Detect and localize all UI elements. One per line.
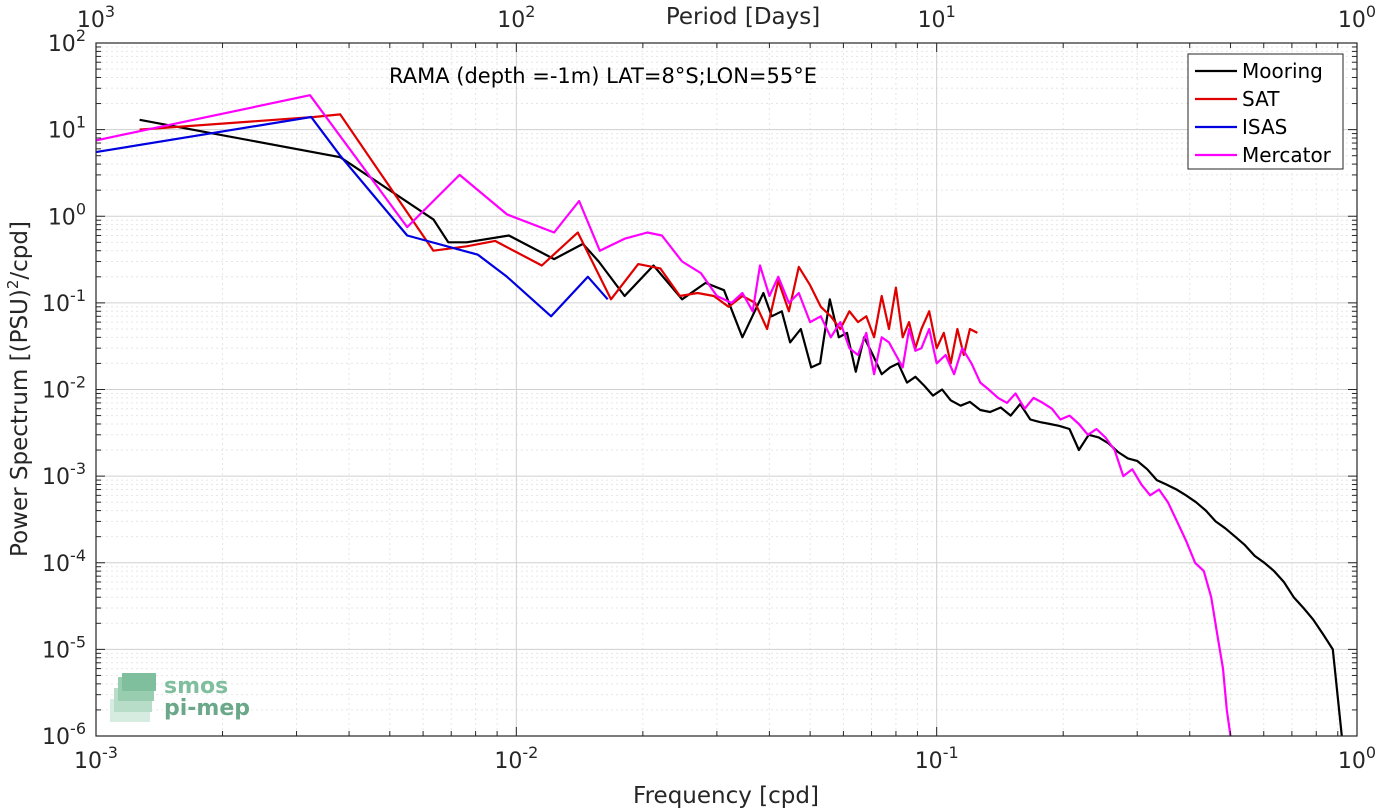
legend-label-mercator: Mercator [1242,143,1332,167]
logo-text-pimep: pi-mep [164,696,250,721]
x-tick-label-base: 10 [494,749,522,774]
y-tick-label: 10-5 [42,632,86,663]
top-tick-label-exp: 0 [1366,2,1376,21]
x-tick-label: 10-2 [494,743,538,774]
top-tick-label-exp: 2 [525,2,535,21]
top-tick-label-base: 10 [1338,8,1366,33]
x-tick-label-exp: 0 [1366,743,1376,762]
x-tick-label-exp: -2 [522,743,538,762]
y-tick-label: 101 [48,113,86,144]
y-tick-label-base: 10 [48,32,76,57]
tick-marks [95,42,1358,737]
chart-annotation: RAMA (depth =-1m) LAT=8°S;LON=55°E [389,64,817,88]
top-tick-label-exp: 1 [946,2,956,21]
series-line-sat [139,113,978,365]
x-tick-labels: 10-3 10-2 10-1 100 [74,743,1376,774]
top-tick-label-base: 10 [497,8,525,33]
legend-label-isas: ISAS [1242,115,1287,139]
top-tick-label-base: 10 [77,8,105,33]
top-tick-label: 100 [1338,2,1376,33]
top-tick-label-base: 10 [918,8,946,33]
logo-layer-4 [122,673,156,691]
y-tick-label-exp: -6 [70,719,86,738]
y-tick-label-exp: 2 [76,26,86,45]
top-tick-label: 102 [497,2,535,33]
y-tick-label-exp: -3 [70,459,86,478]
series-line-isas [95,115,609,318]
top-tick-label-exp: 3 [105,2,115,21]
x-tick-label-base: 10 [1338,749,1366,774]
y-tick-label-exp: 0 [76,199,86,218]
y-tick-label-exp: 1 [76,113,86,132]
y-tick-label-base: 10 [42,379,70,404]
y-axis-label-tail: /cpd] [7,221,33,280]
logo-text-smos: smos [164,674,228,699]
y-tick-label-base: 10 [42,552,70,577]
y-axis-label-main: Power Spectrum [(PSU) [7,289,33,557]
y-tick-label-base: 10 [42,725,70,750]
y-tick-label-exp: -2 [70,373,86,392]
y-tick-label: 10-6 [42,719,86,750]
y-tick-label-base: 10 [48,205,76,230]
y-tick-label: 10-3 [42,459,86,490]
y-tick-label: 10-1 [42,286,86,317]
series-layer [95,94,1343,737]
y-tick-label-base: 10 [42,292,70,317]
y-tick-label: 102 [48,26,86,57]
y-tick-label-exp: -5 [70,632,86,651]
y-tick-label-base: 10 [48,119,76,144]
top-tick-labels: 103 102 101 100 [77,2,1376,33]
legend: Mooring SAT ISAS Mercator [1187,53,1344,170]
top-tick-label: 103 [77,2,115,33]
y-axis-label: Power Spectrum [(PSU)2/cpd] [4,221,33,557]
x-tick-label: 10-1 [915,743,959,774]
legend-label-sat: SAT [1242,87,1280,111]
top-axis-label: Period [Days] [666,4,820,30]
y-tick-label: 10-4 [42,546,86,577]
smos-pi-mep-logo: smos pi-mep [110,673,250,722]
x-tick-label-base: 10 [915,749,943,774]
y-axis-label-sup: 2 [4,280,22,290]
x-tick-label-exp: -1 [943,743,959,762]
y-tick-label-base: 10 [42,638,70,663]
x-axis-label: Frequency [cpd] [633,783,819,809]
y-tick-label-exp: -4 [70,546,86,565]
series-line-mooring [139,118,1343,737]
x-tick-label: 10-3 [74,743,118,774]
y-tick-label: 10-2 [42,373,86,404]
x-tick-label-base: 10 [74,749,102,774]
series-line-mercator [95,94,1232,737]
legend-label-mooring: Mooring [1242,59,1323,83]
y-tick-label-base: 10 [42,465,70,490]
legend-box [1187,53,1344,170]
top-tick-label: 101 [918,2,956,33]
x-tick-label-exp: -3 [102,743,118,762]
y-tick-label-exp: -1 [70,286,86,305]
y-tick-label: 100 [48,199,86,230]
x-tick-label: 100 [1338,743,1376,774]
